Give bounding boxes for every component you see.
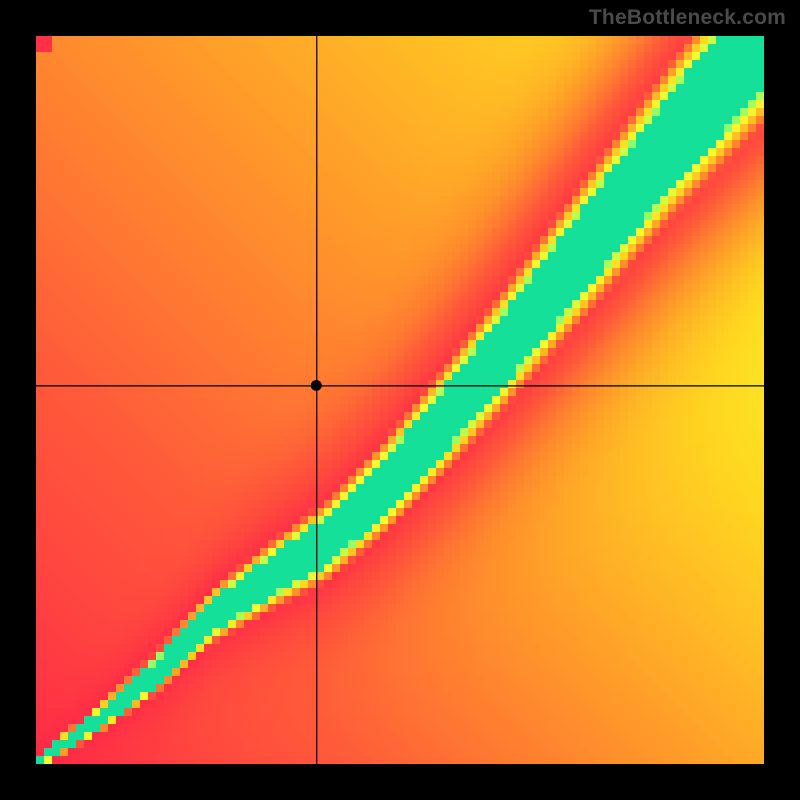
chart-container: TheBottleneck.com [0, 0, 800, 800]
heatmap-canvas [36, 36, 764, 764]
heatmap-plot [36, 36, 764, 764]
watermark-text: TheBottleneck.com [589, 6, 786, 30]
